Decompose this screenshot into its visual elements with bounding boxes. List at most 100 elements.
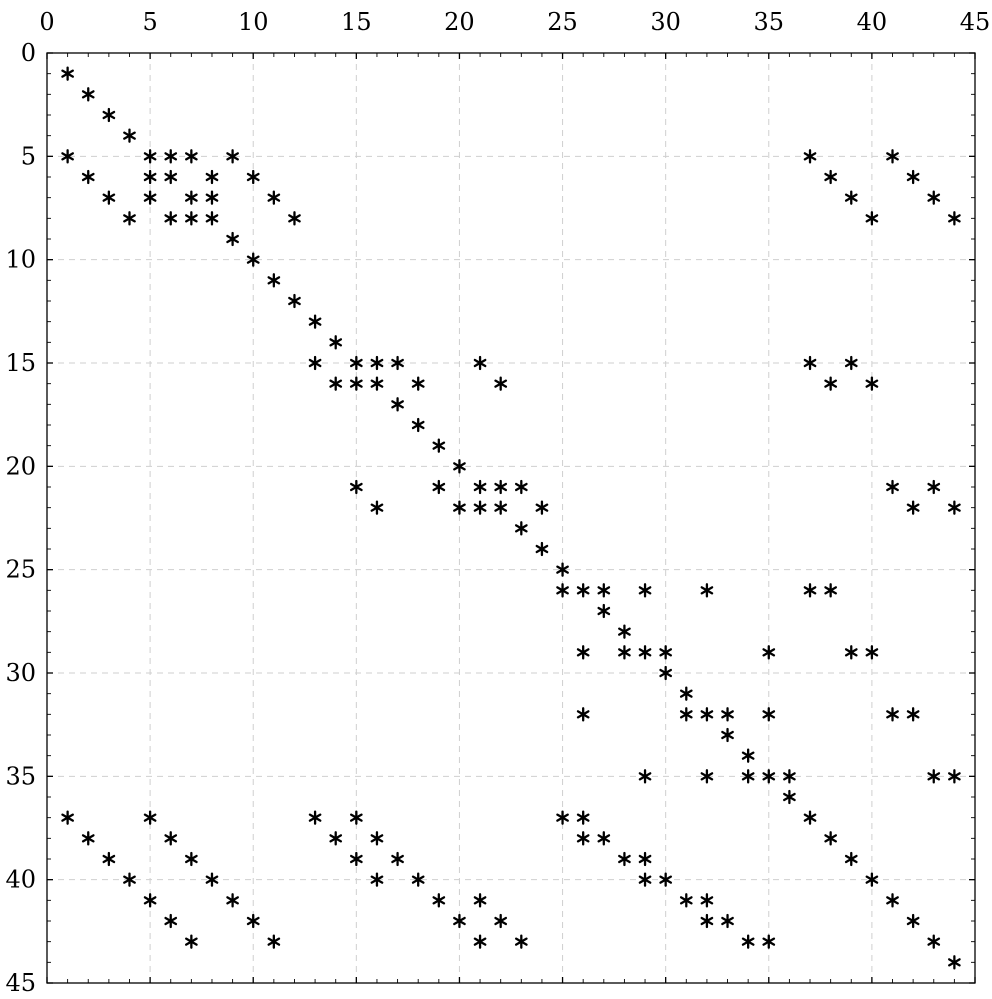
data-point (308, 355, 322, 371)
data-point (927, 479, 941, 495)
data-point (123, 211, 136, 226)
data-point (453, 913, 466, 929)
data-point (535, 500, 549, 515)
data-point (762, 769, 776, 784)
data-point (308, 810, 322, 825)
data-point (948, 500, 961, 515)
data-point (659, 645, 673, 660)
data-point (246, 252, 260, 267)
data-point (123, 872, 136, 887)
data-point (349, 479, 363, 495)
data-point (886, 707, 899, 722)
data-point (81, 169, 95, 185)
data-point (597, 831, 611, 846)
data-point (721, 707, 734, 722)
data-point (679, 707, 693, 722)
data-point (453, 459, 466, 474)
data-point (514, 521, 528, 536)
data-point (576, 831, 590, 846)
data-point (638, 645, 652, 660)
data-point (844, 190, 858, 205)
data-point (226, 149, 239, 164)
data-point (473, 355, 487, 371)
data-point (783, 769, 796, 784)
data-point (906, 169, 920, 185)
x-tick-label: 10 (238, 8, 269, 36)
data-point (143, 149, 157, 164)
data-point (576, 645, 590, 660)
data-point (102, 190, 116, 205)
y-tick-label: 20 (5, 452, 36, 480)
data-point (349, 851, 363, 867)
x-tick-label: 30 (650, 8, 681, 36)
data-point (886, 479, 899, 495)
data-point (102, 851, 116, 867)
data-point (844, 355, 858, 371)
data-point (349, 355, 363, 371)
data-point (370, 355, 384, 371)
data-point (473, 479, 487, 495)
data-point (432, 479, 446, 495)
x-tick-label: 40 (857, 8, 888, 36)
data-point (370, 500, 384, 515)
data-point (391, 397, 404, 412)
data-point (659, 872, 673, 887)
x-tick-label: 25 (547, 8, 578, 36)
data-point (143, 893, 157, 908)
data-point (391, 355, 404, 371)
data-point (370, 831, 384, 846)
axis-ticks (46, 52, 976, 984)
data-point (205, 190, 219, 205)
data-point (865, 211, 879, 226)
data-point (267, 190, 281, 205)
data-point (411, 417, 425, 433)
data-point (391, 851, 404, 867)
data-point (267, 934, 281, 949)
data-point (494, 376, 508, 391)
data-point (824, 831, 837, 846)
x-tick-label: 15 (341, 8, 372, 36)
data-point (927, 769, 941, 784)
data-point (618, 645, 631, 660)
data-point (741, 934, 755, 949)
data-point (370, 376, 384, 391)
data-point (61, 66, 74, 81)
data-point (906, 707, 920, 722)
data-point (185, 934, 198, 949)
data-point (267, 273, 281, 288)
data-point (741, 748, 755, 763)
data-point (679, 893, 693, 908)
data-point (185, 149, 198, 164)
data-point (948, 769, 961, 784)
data-point (164, 169, 178, 185)
data-point (906, 500, 920, 515)
data-point (783, 789, 796, 805)
data-point (927, 934, 941, 949)
y-tick-label: 0 (21, 39, 36, 67)
data-point (61, 810, 74, 825)
data-point (473, 500, 487, 515)
data-point (700, 707, 714, 722)
data-point (865, 645, 879, 660)
x-axis-tick-labels: 0 5 10 15 20 25 30 35 40 45 (39, 8, 990, 36)
data-point (638, 583, 652, 598)
data-point (679, 686, 693, 701)
data-point (721, 913, 734, 929)
data-point (597, 583, 611, 598)
data-point (205, 169, 219, 185)
data-point (886, 149, 899, 164)
data-point (246, 169, 260, 185)
data-point (473, 893, 487, 908)
y-tick-label: 15 (5, 349, 36, 377)
data-point (721, 727, 734, 743)
data-point (514, 479, 528, 495)
data-point (700, 893, 714, 908)
data-point (329, 376, 343, 391)
data-point (824, 376, 837, 391)
data-point (102, 107, 116, 123)
data-point (288, 293, 301, 309)
data-point (638, 872, 652, 887)
y-tick-label: 45 (5, 969, 36, 997)
data-point (349, 376, 363, 391)
